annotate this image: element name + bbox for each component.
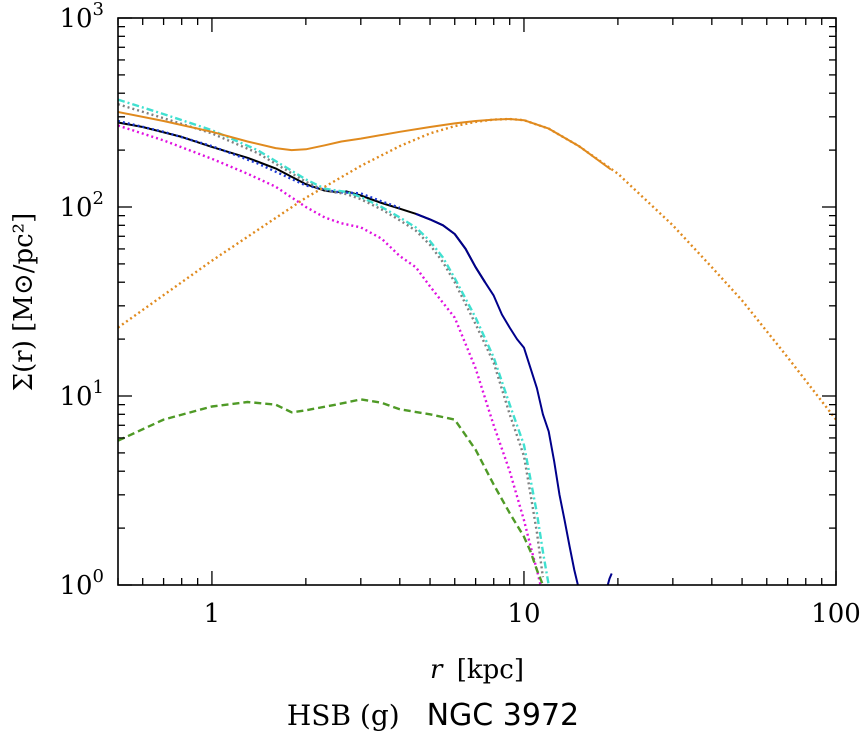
x-tick-labels: 1 10 100	[204, 599, 861, 629]
x-tick-label-100: 100	[811, 599, 861, 629]
series-line-6	[118, 103, 545, 578]
figure-caption: HSB (g) NGC 3972	[0, 698, 866, 733]
caption-galaxy-name: NGC 3972	[426, 698, 580, 733]
y-tick-labels: 100 101 102 103	[59, 0, 104, 601]
y-axis-title: Σ(r) [M⊙/pc²]	[9, 213, 39, 391]
series-line-3	[606, 573, 613, 585]
x-tick-label-10: 10	[507, 599, 540, 629]
y-tick-label-10e1: 101	[59, 377, 104, 412]
series-line-8	[118, 398, 545, 585]
data-series-group	[118, 98, 836, 585]
series-line-9	[118, 117, 836, 421]
series-line-5	[118, 98, 550, 585]
y-tick-label-10e2: 102	[59, 188, 104, 223]
axis-ticks	[117, 17, 837, 586]
x-axis-title: r [kpc]	[430, 655, 524, 685]
y-tick-label-10e3: 103	[59, 0, 104, 34]
plot-frame	[117, 17, 837, 586]
x-tick-label-1: 1	[204, 599, 221, 629]
series-line-7	[118, 124, 542, 585]
y-tick-label-10e0: 100	[59, 566, 104, 601]
caption-category: HSB (g)	[286, 699, 400, 732]
series-line-10	[118, 111, 612, 171]
series-line-2	[415, 212, 579, 585]
series-line-1	[118, 121, 486, 283]
